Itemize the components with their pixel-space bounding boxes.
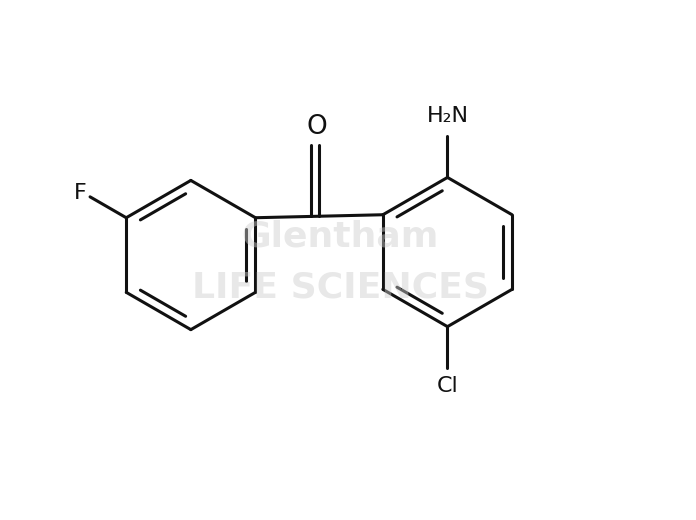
Text: Cl: Cl <box>436 376 459 396</box>
Text: H₂N: H₂N <box>427 106 468 126</box>
Text: Glentham
LIFE SCIENCES: Glentham LIFE SCIENCES <box>191 220 489 304</box>
Text: F: F <box>74 183 86 203</box>
Text: O: O <box>307 114 328 140</box>
